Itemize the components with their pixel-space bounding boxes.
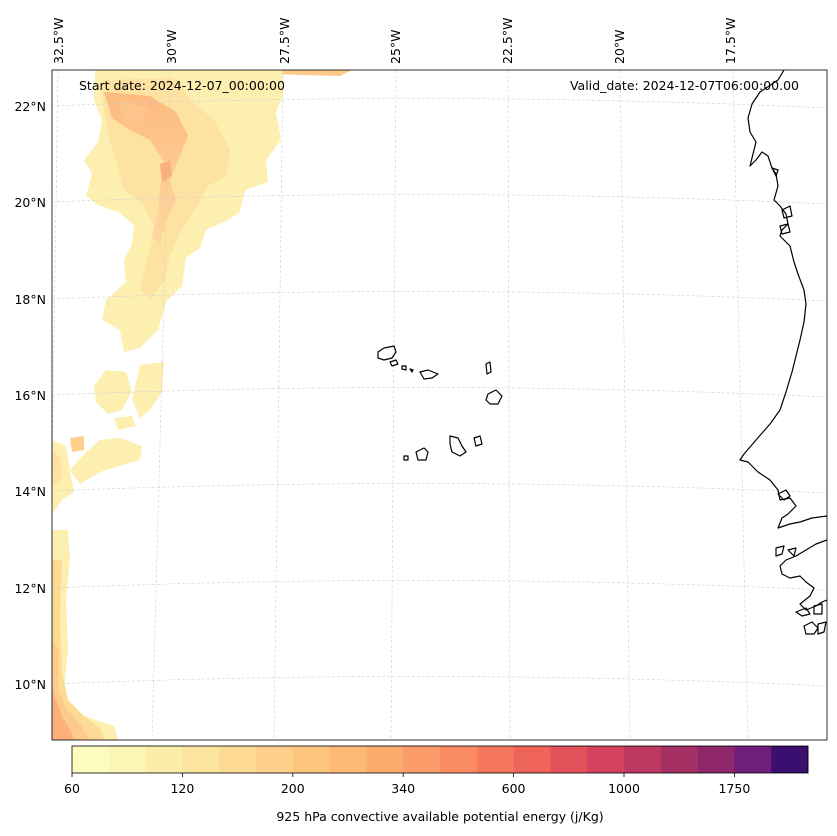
africa-coastline-north xyxy=(739,70,827,529)
colorbar-bin xyxy=(329,746,367,773)
lat-label: 10°N xyxy=(14,677,46,692)
colorbar-bin xyxy=(734,746,772,773)
lat-label: 22°N xyxy=(14,99,46,114)
colorbar-bin xyxy=(440,746,478,773)
cape-region-west-patch-3 xyxy=(114,416,136,430)
colorbar-bin xyxy=(771,746,809,773)
cape-region-streak xyxy=(104,92,188,244)
latitude-labels: 22°N 20°N 18°N 16°N 14°N 12°N 10°N xyxy=(14,99,46,692)
africa-coastline-south xyxy=(779,539,827,611)
colorbar-bin xyxy=(256,746,294,773)
lon-label: 17.5°W xyxy=(723,18,738,64)
colorbar-bin xyxy=(403,746,441,773)
start-date-label: Start date: 2024-12-07_00:00:00 xyxy=(79,78,285,93)
lat-label: 14°N xyxy=(14,484,46,499)
colorbar xyxy=(71,745,809,774)
colorbar-label: 925 hPa convective available potential e… xyxy=(276,809,603,824)
lon-label: 25°W xyxy=(388,29,403,64)
colorbar-bin xyxy=(476,746,514,773)
colorbar-bin xyxy=(660,746,698,773)
lon-label: 32.5°W xyxy=(51,18,66,64)
colorbar-tick-label: 120 xyxy=(170,781,194,796)
colorbar-bin xyxy=(72,746,110,773)
colorbar-bin xyxy=(550,746,588,773)
colorbar-bin xyxy=(624,746,662,773)
cape-region-top xyxy=(268,70,352,76)
colorbar-tick-label: 340 xyxy=(391,781,415,796)
lat-label: 18°N xyxy=(14,292,46,307)
colorbar-tick-label: 1000 xyxy=(608,781,640,796)
lat-label: 20°N xyxy=(14,195,46,210)
lon-label: 30°W xyxy=(164,29,179,64)
colorbar-bin xyxy=(108,746,146,773)
colorbar-bin xyxy=(145,746,183,773)
colorbar-tick-label: 600 xyxy=(502,781,526,796)
cape-region-west-patch-2 xyxy=(132,362,164,418)
cape-field xyxy=(52,70,352,740)
colorbar-bin xyxy=(587,746,625,773)
colorbar-tick-label: 200 xyxy=(281,781,305,796)
lon-label: 27.5°W xyxy=(277,18,292,64)
map-frame xyxy=(51,69,828,741)
cape-verde-islands xyxy=(377,345,503,461)
lon-label: 20°W xyxy=(612,29,627,64)
lat-label: 16°N xyxy=(14,388,46,403)
colorbar-bin xyxy=(513,746,551,773)
colorbar-tick-label: 1750 xyxy=(718,781,750,796)
colorbar-tick-label: 60 xyxy=(64,781,80,796)
coastlines xyxy=(377,70,827,635)
lat-label: 12°N xyxy=(14,581,46,596)
graticule xyxy=(52,70,827,740)
cape-region-west-patch-1 xyxy=(94,370,132,414)
colorbar-bin xyxy=(366,746,404,773)
colorbar-bin xyxy=(219,746,257,773)
longitude-labels: 32.5°W 30°W 27.5°W 25°W 22.5°W 20°W 17.5… xyxy=(51,18,738,64)
valid-date-label: Valid_date: 2024-12-07T06:00:00.00 xyxy=(570,78,799,93)
lon-label: 22.5°W xyxy=(500,18,515,64)
colorbar-bin xyxy=(697,746,735,773)
colorbar-bin xyxy=(292,746,330,773)
cape-region-west-patch-4 xyxy=(70,438,142,484)
colorbar-frame xyxy=(71,745,809,774)
colorbar-bin xyxy=(182,746,220,773)
colorbar-ticks: 60 120 200 340 600 1000 1750 xyxy=(64,773,750,796)
